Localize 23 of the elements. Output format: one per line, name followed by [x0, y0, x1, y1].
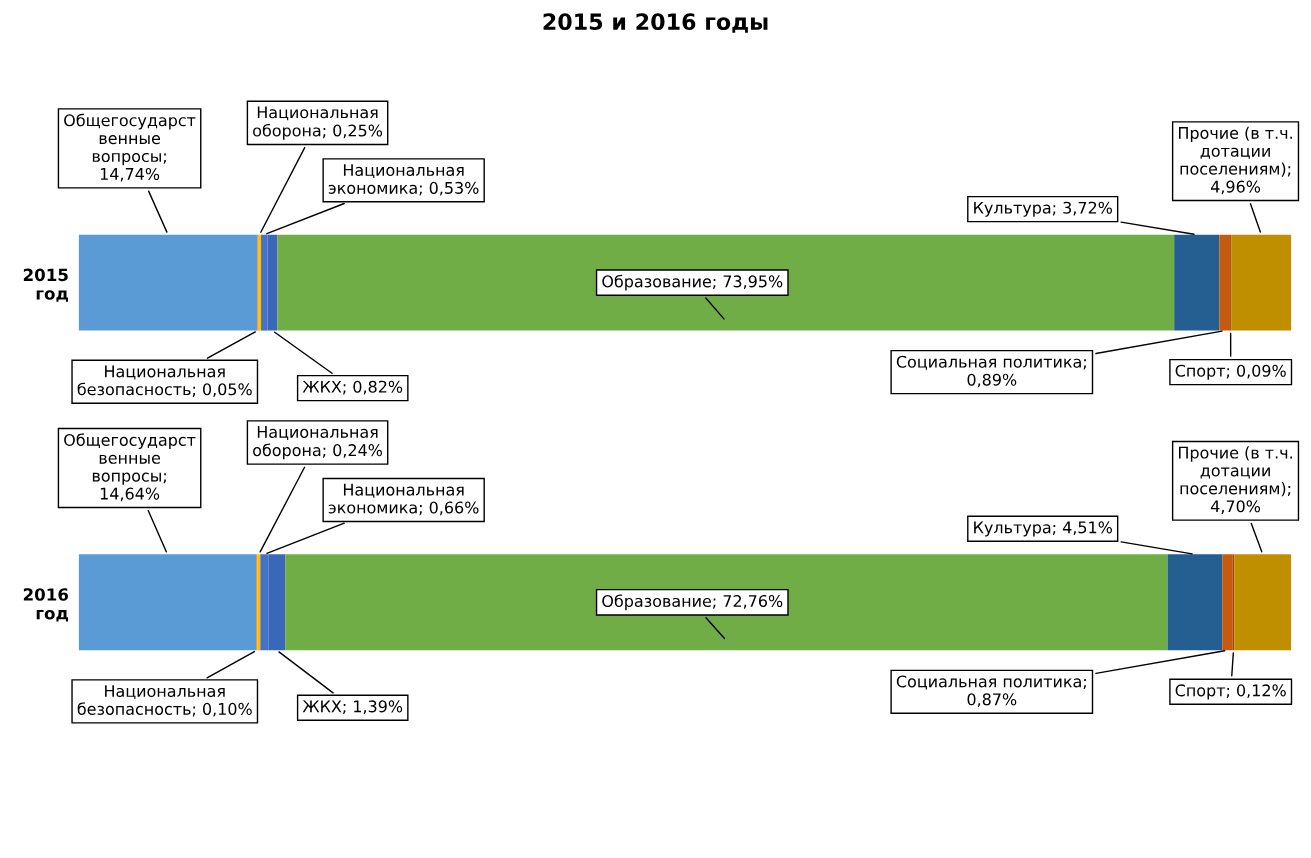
- y-tick-label: 2016 год: [23, 588, 69, 622]
- data-label: Общегосударст венные вопросы; 14,74%: [64, 113, 196, 182]
- data-label: Национальная безопасность; 0,10%: [77, 685, 252, 717]
- data-label: Национальная оборона; 0,24%: [253, 426, 383, 460]
- data-label: Социальная политика; 0,89%: [896, 355, 1086, 388]
- data-label: Общегосударст венные вопросы; 14,64%: [64, 433, 196, 502]
- data-label: Национальная экономика; 0,53%: [328, 164, 479, 196]
- data-label: Образование; 73,95%: [602, 274, 783, 291]
- data-label: Национальная экономика; 0,66%: [328, 483, 479, 516]
- data-label: Образование; 72,76%: [602, 594, 783, 611]
- data-label: Социальная политика; 0,87%: [896, 675, 1086, 707]
- chart-title: 2015 и 2016 годы: [543, 13, 768, 33]
- data-label: Спорт; 0,09%: [1175, 364, 1286, 380]
- data-label: Культура; 4,51%: [974, 521, 1112, 537]
- data-label: Национальная безопасность; 0,05%: [77, 365, 252, 397]
- data-label: Культура; 3,72%: [974, 201, 1112, 217]
- data-label: Национальная оборона; 0,25%: [253, 106, 383, 140]
- y-tick-label: 2015 год: [23, 268, 68, 302]
- data-label: ЖКХ; 0,82%: [302, 380, 403, 395]
- data-label: Прочие (в т.ч. дотации поселениям); 4,70%: [1178, 446, 1292, 514]
- data-label: Прочие (в т.ч. дотации поселениям); 4,96%: [1178, 126, 1292, 195]
- data-label: Спорт; 0,12%: [1175, 684, 1286, 700]
- data-label: ЖКХ; 1,39%: [302, 700, 403, 715]
